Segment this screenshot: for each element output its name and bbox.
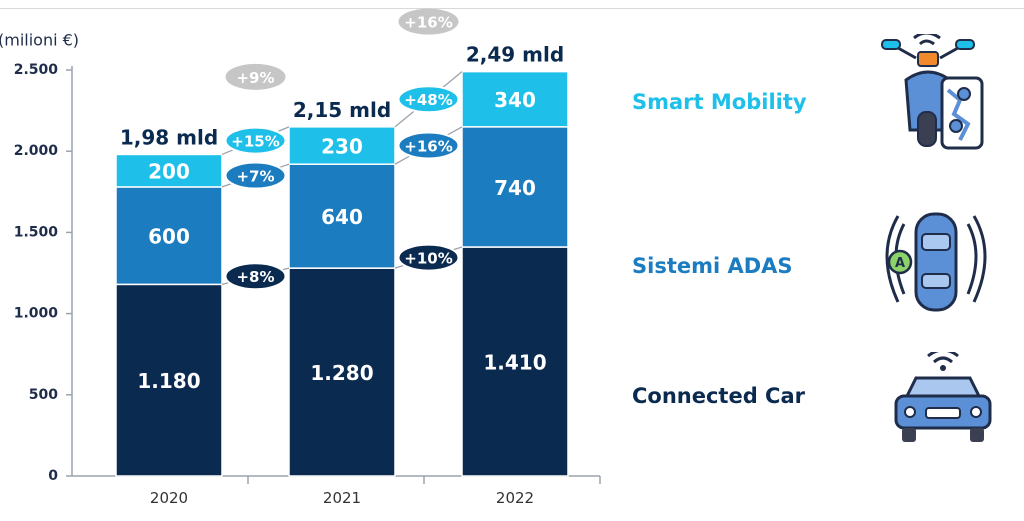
- bar-segment: [461, 246, 569, 477]
- unit-label: (milioni €): [0, 31, 79, 50]
- x-tick-label: 2021: [323, 489, 361, 507]
- bar-value-label: 1.280: [310, 361, 373, 385]
- growth-pill: [224, 161, 287, 190]
- bar-total-label: 1,98 mld: [120, 125, 218, 149]
- bar-value-label: 640: [321, 205, 363, 229]
- growth-pill: [397, 131, 460, 160]
- y-tick-label: 500: [29, 387, 58, 403]
- y-tick-label: 2.500: [14, 62, 59, 78]
- total-growth-pill: [225, 63, 286, 90]
- legend-connected-car: Connected Car: [632, 384, 805, 408]
- total-growth-pill-label: +16%: [404, 14, 452, 32]
- bar-value-label: 1.410: [483, 351, 546, 375]
- bar-value-label: 230: [321, 135, 363, 159]
- x-tick-label: 2020: [150, 489, 188, 507]
- y-tick-label: 2.000: [14, 143, 59, 159]
- growth-pill-label: +16%: [404, 138, 452, 156]
- bar-segment: [115, 186, 223, 286]
- connected-car-wifi-icon: [894, 352, 992, 442]
- svg-text:A: A: [895, 256, 905, 271]
- bar-value-label: 600: [148, 225, 190, 249]
- y-tick-label: 1.500: [14, 224, 59, 240]
- legend-sistemi-adas: Sistemi ADAS: [632, 254, 793, 278]
- bar-value-label: 200: [148, 160, 190, 184]
- x-tick-label: 2022: [496, 489, 534, 507]
- bar-total-label: 2,15 mld: [293, 98, 391, 122]
- bar-segment: [461, 126, 569, 248]
- growth-pill-label: +15%: [231, 133, 279, 151]
- growth-pill-label: +10%: [404, 250, 452, 268]
- total-growth-pill: [398, 8, 459, 35]
- growth-pill: [224, 262, 287, 291]
- bar-segment: [288, 267, 396, 477]
- bar-segment: [115, 283, 223, 477]
- bar-segment: [288, 126, 396, 165]
- growth-pill-label: +8%: [236, 268, 274, 286]
- bar-value-label: 1.180: [137, 369, 200, 393]
- scooter-smartphone-map-icon: [881, 34, 984, 150]
- growth-pill-label: +48%: [404, 91, 452, 109]
- growth-pill-label: +7%: [236, 168, 274, 186]
- car-adas-sensors-icon: A: [885, 212, 987, 312]
- growth-pill: [224, 126, 287, 155]
- legend-smart-mobility: Smart Mobility: [632, 90, 807, 114]
- bar-segment: [461, 70, 569, 128]
- bar-segment: [288, 163, 396, 269]
- y-tick-label: 0: [48, 468, 58, 484]
- bar-value-label: 340: [494, 88, 536, 112]
- y-tick-label: 1.000: [14, 306, 59, 322]
- bar-value-label: 740: [494, 176, 536, 200]
- total-growth-pill-label: +9%: [236, 69, 274, 87]
- growth-pill: [397, 85, 460, 114]
- bar-total-label: 2,49 mld: [466, 43, 564, 67]
- top-divider: [0, 8, 1024, 9]
- bar-segment: [115, 153, 223, 188]
- growth-pill: [397, 243, 460, 272]
